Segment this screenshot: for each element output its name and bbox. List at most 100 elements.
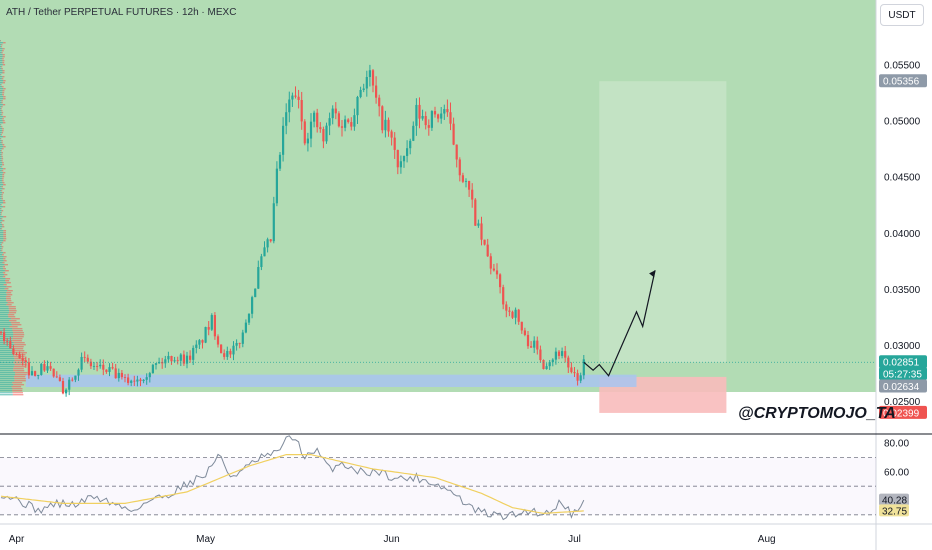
- volume-profile-bar-down: [11, 324, 22, 326]
- volume-profile-bar-down: [1, 248, 3, 250]
- volume-profile-bar-down: [8, 312, 17, 314]
- candle-body: [185, 355, 189, 364]
- volume-profile-bar-up: [0, 190, 2, 192]
- candle-body: [77, 369, 80, 376]
- candle-body: [573, 372, 576, 374]
- price-tick-label: 0.05000: [884, 117, 921, 128]
- volume-profile-bar-down: [2, 118, 4, 120]
- candle-body: [412, 125, 415, 141]
- volume-profile-bar-up: [0, 170, 2, 172]
- volume-profile-bar-down: [8, 306, 16, 308]
- volume-profile-bar-down: [2, 92, 5, 94]
- volume-profile-bar-down: [13, 342, 25, 344]
- candle-body: [40, 363, 43, 375]
- volume-profile-bar-up: [0, 104, 3, 106]
- candle-body: [554, 351, 557, 360]
- volume-profile-bar-down: [3, 184, 6, 186]
- volume-profile-bar-up: [0, 252, 4, 254]
- candle-body: [254, 288, 257, 298]
- candle-body: [390, 131, 393, 138]
- price-axis-panel[interactable]: [876, 0, 932, 550]
- price-marker: [879, 355, 927, 369]
- candle-body: [570, 367, 573, 373]
- candle-body: [514, 309, 517, 318]
- volume-profile-bar-down: [0, 84, 2, 86]
- volume-profile-bar-down: [1, 150, 2, 152]
- volume-profile-bar-up: [0, 108, 1, 110]
- volume-profile-bar-up: [0, 220, 3, 222]
- candle-body: [300, 99, 303, 122]
- volume-profile-bar-up: [0, 90, 3, 92]
- volume-profile-bar-up: [0, 274, 5, 276]
- volume-profile-bar-down: [1, 68, 3, 70]
- volume-profile-bar-down: [1, 196, 3, 198]
- price-marker: [879, 379, 927, 393]
- candle-body: [353, 115, 356, 127]
- volume-profile-bar-up: [0, 100, 2, 102]
- candle-body: [409, 140, 412, 149]
- volume-profile-bar-down: [1, 44, 3, 46]
- volume-profile-bar-up: [0, 380, 15, 382]
- volume-profile-bar-down: [8, 316, 16, 318]
- volume-profile-bar-up: [0, 338, 13, 340]
- volume-profile-bar-down: [3, 202, 6, 204]
- volume-profile-bar-down: [1, 244, 3, 246]
- rsi-marker: [879, 493, 909, 506]
- volume-profile-bar-up: [0, 248, 2, 250]
- volume-profile-bar-down: [13, 332, 24, 334]
- rsi-tick-label: 60.00: [884, 467, 909, 478]
- candle-body: [145, 377, 148, 380]
- volume-profile-bar-up: [0, 266, 3, 268]
- candle-body: [192, 347, 195, 360]
- volume-profile-bar-up: [0, 316, 9, 318]
- candle-body: [232, 345, 235, 355]
- candle-body: [440, 113, 443, 119]
- volume-profile-bar-up: [0, 390, 13, 392]
- candle-body: [133, 380, 136, 382]
- volume-profile-bar-up: [0, 332, 14, 334]
- volume-profile-bar-down: [6, 292, 12, 294]
- volume-profile-bar-up: [0, 84, 1, 86]
- candle-body: [486, 244, 489, 257]
- currency-selector-button[interactable]: USDT: [880, 4, 924, 26]
- volume-profile-bar-up: [0, 260, 4, 262]
- candle-body: [356, 96, 359, 116]
- volume-profile-bar-down: [2, 120, 5, 122]
- volume-profile-bar-up: [0, 378, 15, 380]
- volume-profile-bar-down: [0, 204, 2, 206]
- candle-body: [269, 239, 272, 242]
- candle-body: [384, 119, 387, 131]
- volume-profile-bar-up: [0, 204, 1, 206]
- volume-profile-bar-up: [0, 178, 2, 180]
- volume-profile-bar-down: [2, 206, 6, 208]
- volume-profile-bar-up: [0, 126, 2, 128]
- candle-body: [241, 332, 244, 344]
- candle-body: [443, 109, 446, 114]
- volume-profile-bar-down: [14, 352, 27, 354]
- volume-profile-bar-down: [12, 338, 23, 340]
- volume-profile-bar-down: [2, 272, 6, 274]
- volume-profile-bar-down: [4, 274, 8, 276]
- volume-profile-bar-up: [0, 368, 14, 370]
- candle-body: [65, 389, 68, 394]
- volume-profile-bar-up: [0, 74, 1, 76]
- volume-profile-bar-up: [0, 138, 1, 140]
- candle-body: [176, 360, 179, 362]
- volume-profile-bar-up: [0, 328, 13, 330]
- candle-body: [499, 274, 502, 288]
- candle-body: [480, 223, 483, 240]
- candle-body: [266, 239, 269, 248]
- volume-profile-bar-down: [3, 146, 6, 148]
- price-marker-label: 0.02851: [883, 358, 920, 369]
- volume-profile-bar-down: [2, 94, 4, 96]
- volume-profile-bar-up: [0, 88, 4, 90]
- volume-profile-bar-down: [9, 310, 17, 312]
- volume-profile-bar-up: [0, 356, 14, 358]
- volume-profile-bar-up: [0, 78, 2, 80]
- candle-body: [526, 334, 530, 347]
- lower-plain-area: [0, 392, 876, 433]
- volume-profile-bar-down: [3, 256, 7, 258]
- volume-profile-bar-up: [0, 304, 7, 306]
- candle-body: [257, 267, 260, 289]
